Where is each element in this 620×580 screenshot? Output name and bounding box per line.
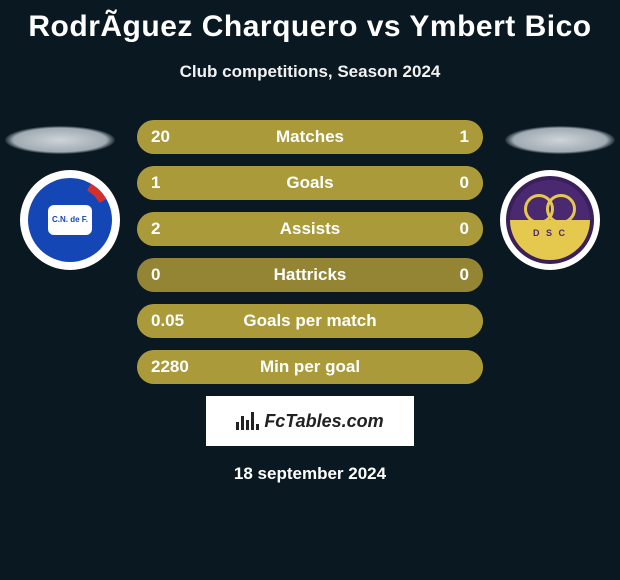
stat-value-left: 20 — [151, 120, 170, 154]
club-badge-right-text: D S C — [533, 228, 567, 238]
club-badge-left: C.N. de F. — [20, 170, 120, 270]
stat-value-left: 2280 — [151, 350, 189, 384]
fctables-icon — [236, 412, 258, 430]
club-badge-right-inner: D S C — [506, 176, 594, 264]
stat-value-left: 0.05 — [151, 304, 184, 338]
stat-row: Assists2 0 — [137, 212, 483, 246]
stat-value-right: 0 — [460, 258, 469, 292]
stat-label: Matches — [137, 120, 483, 154]
stat-row: Min per goal2280 — [137, 350, 483, 384]
stat-label: Min per goal — [137, 350, 483, 384]
stat-value-right: 0 — [460, 166, 469, 200]
club-badge-left-inner: C.N. de F. — [28, 178, 112, 262]
stat-label: Goals — [137, 166, 483, 200]
comparison-subtitle: Club competitions, Season 2024 — [0, 62, 620, 82]
stat-label: Hattricks — [137, 258, 483, 292]
comparison-date: 18 september 2024 — [0, 464, 620, 484]
stat-row: Goals per match0.05 — [137, 304, 483, 338]
player-shadow-right — [505, 126, 615, 154]
stat-value-left: 0 — [151, 258, 160, 292]
stat-label: Goals per match — [137, 304, 483, 338]
stat-row: Matches20 1 — [137, 120, 483, 154]
footer-label: FcTables.com — [264, 411, 383, 432]
footer-attribution: FcTables.com — [206, 396, 414, 446]
stat-value-left: 2 — [151, 212, 160, 246]
stat-value-right: 0 — [460, 212, 469, 246]
stats-container: Matches201Goals10Assists20Hattricks00Goa… — [137, 120, 483, 384]
club-badge-right: D S C — [500, 170, 600, 270]
player-shadow-left — [5, 126, 115, 154]
comparison-title: RodrÃ­guez Charquero vs Ymbert Bico — [0, 0, 620, 44]
stat-value-left: 1 — [151, 166, 160, 200]
stat-row: Hattricks0 0 — [137, 258, 483, 292]
stat-value-right: 1 — [460, 120, 469, 154]
stat-row: Goals1 0 — [137, 166, 483, 200]
stat-label: Assists — [137, 212, 483, 246]
